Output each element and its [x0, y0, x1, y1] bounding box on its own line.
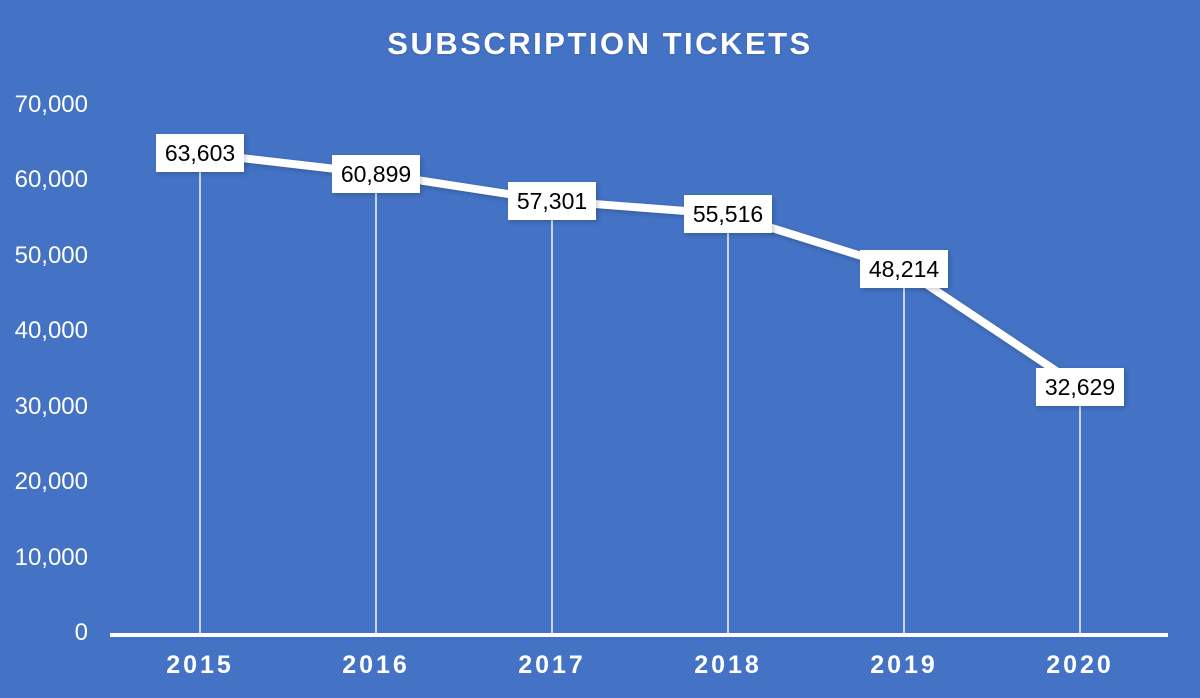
y-axis-tick-label: 70,000	[14, 91, 88, 118]
data-label: 60,899	[332, 154, 420, 193]
x-axis-tick-label: 2020	[1046, 651, 1114, 679]
y-axis-tick-label: 0	[74, 619, 88, 646]
chart-title: SUBSCRIPTION TICKETS	[387, 26, 813, 61]
x-axis-tick-label: 2015	[166, 651, 234, 679]
data-label: 48,214	[860, 250, 948, 289]
data-label: 55,516	[684, 195, 772, 234]
x-axis-tick-label: 2017	[518, 651, 586, 679]
data-label: 57,301	[508, 181, 596, 220]
y-axis-tick-label: 40,000	[14, 317, 88, 345]
x-axis-tick-label: 2016	[342, 651, 410, 679]
data-label: 32,629	[1036, 367, 1124, 406]
y-axis-tick-label: 30,000	[14, 392, 88, 420]
x-axis-tick-label: 2019	[870, 651, 938, 679]
y-axis-tick-label: 50,000	[14, 241, 88, 269]
x-axis-tick-label: 2018	[694, 651, 762, 679]
y-axis-tick-label: 20,000	[14, 468, 88, 496]
y-axis-tick-label: 10,000	[14, 543, 88, 571]
data-label: 63,603	[156, 134, 244, 173]
y-axis-tick-label: 60,000	[14, 166, 88, 194]
